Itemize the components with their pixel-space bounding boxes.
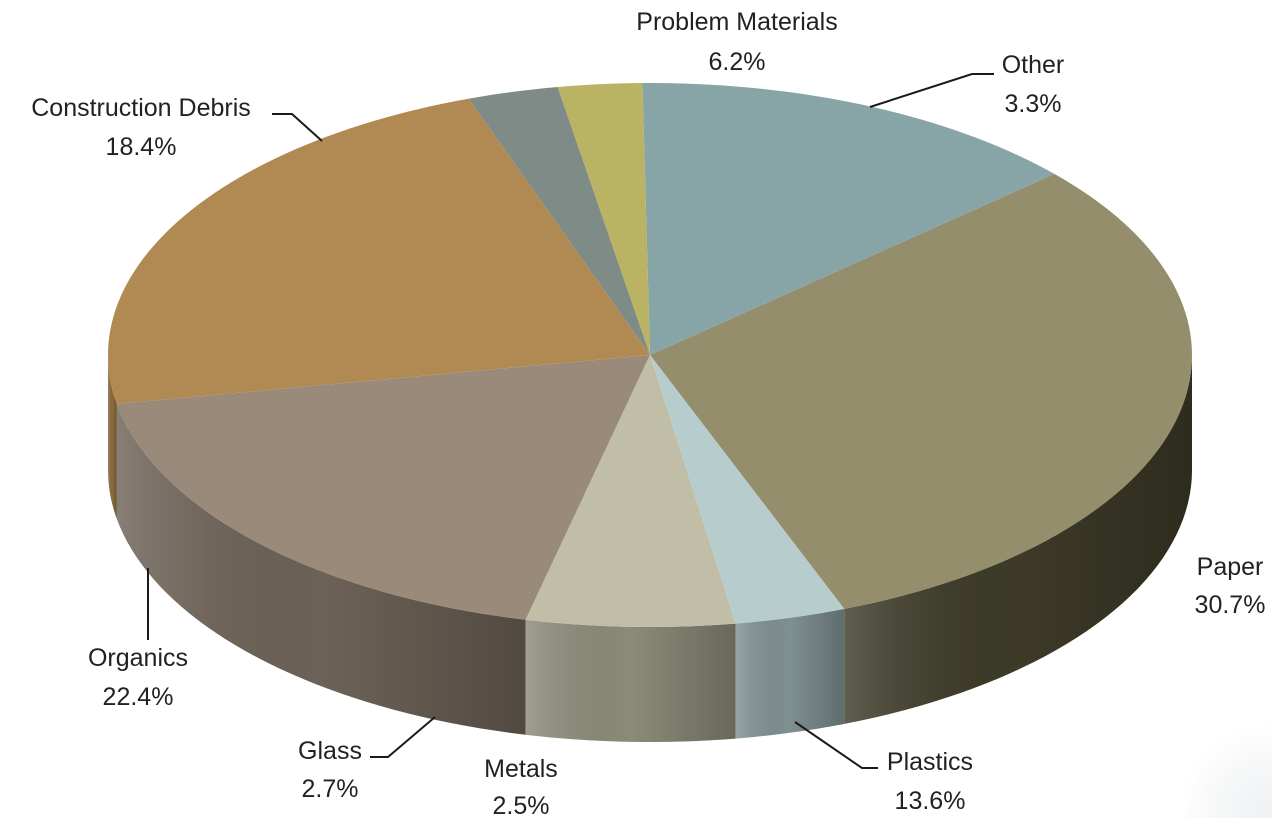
slice-label-other: Other — [1002, 51, 1065, 79]
slice-value-paper: 30.7% — [1195, 591, 1266, 619]
slice-label-paper: Paper — [1197, 553, 1264, 581]
pie-top-slices — [108, 83, 1192, 627]
pie-side-shade — [735, 608, 845, 739]
pie-slice-organics — [108, 98, 650, 404]
pie-slice-plastics — [642, 83, 1055, 356]
slice-label-construction-debris: Construction Debris — [31, 94, 251, 122]
slice-label-problem-materials: Problem Materials — [636, 8, 837, 36]
pie-slice-problem-materials — [525, 355, 736, 627]
label-leader-lines — [147, 73, 994, 769]
slice-labels: Paper 30.7% Plastics 13.6% Metals 2.5% Glass 2.… — [31, 8, 1265, 818]
slice-value-organics: 22.4% — [103, 683, 174, 711]
leader-line-plastics — [794, 721, 878, 769]
slice-value-metals: 2.5% — [493, 792, 550, 818]
slice-value-problem-materials: 6.2% — [709, 48, 766, 76]
pie-side-walls — [108, 355, 1192, 742]
slice-value-construction-debris: 18.4% — [106, 133, 177, 161]
slice-label-metals: Metals — [484, 755, 558, 783]
pie-side-shade — [844, 355, 1192, 724]
leader-line-construction-debris — [272, 113, 323, 142]
pie-slice-other — [650, 355, 845, 624]
slice-value-plastics: 13.6% — [895, 787, 966, 815]
pie-side-shade — [108, 355, 117, 519]
slice-label-glass: Glass — [298, 737, 362, 765]
corner-shading — [1182, 718, 1272, 818]
pie-slice-metals — [557, 83, 650, 355]
slice-value-glass: 2.7% — [302, 775, 359, 803]
pie-slice-construction-debris — [116, 355, 650, 620]
pie-slice-glass — [468, 86, 650, 355]
leader-line-other — [869, 73, 994, 108]
pie-slice-paper — [650, 173, 1192, 609]
pie-side-shade — [525, 619, 736, 742]
slice-label-plastics: Plastics — [887, 748, 973, 776]
slice-label-organics: Organics — [88, 644, 188, 672]
pie-side-shade — [116, 403, 526, 735]
slice-value-other: 3.3% — [1005, 90, 1062, 118]
leader-line-glass — [370, 716, 436, 758]
